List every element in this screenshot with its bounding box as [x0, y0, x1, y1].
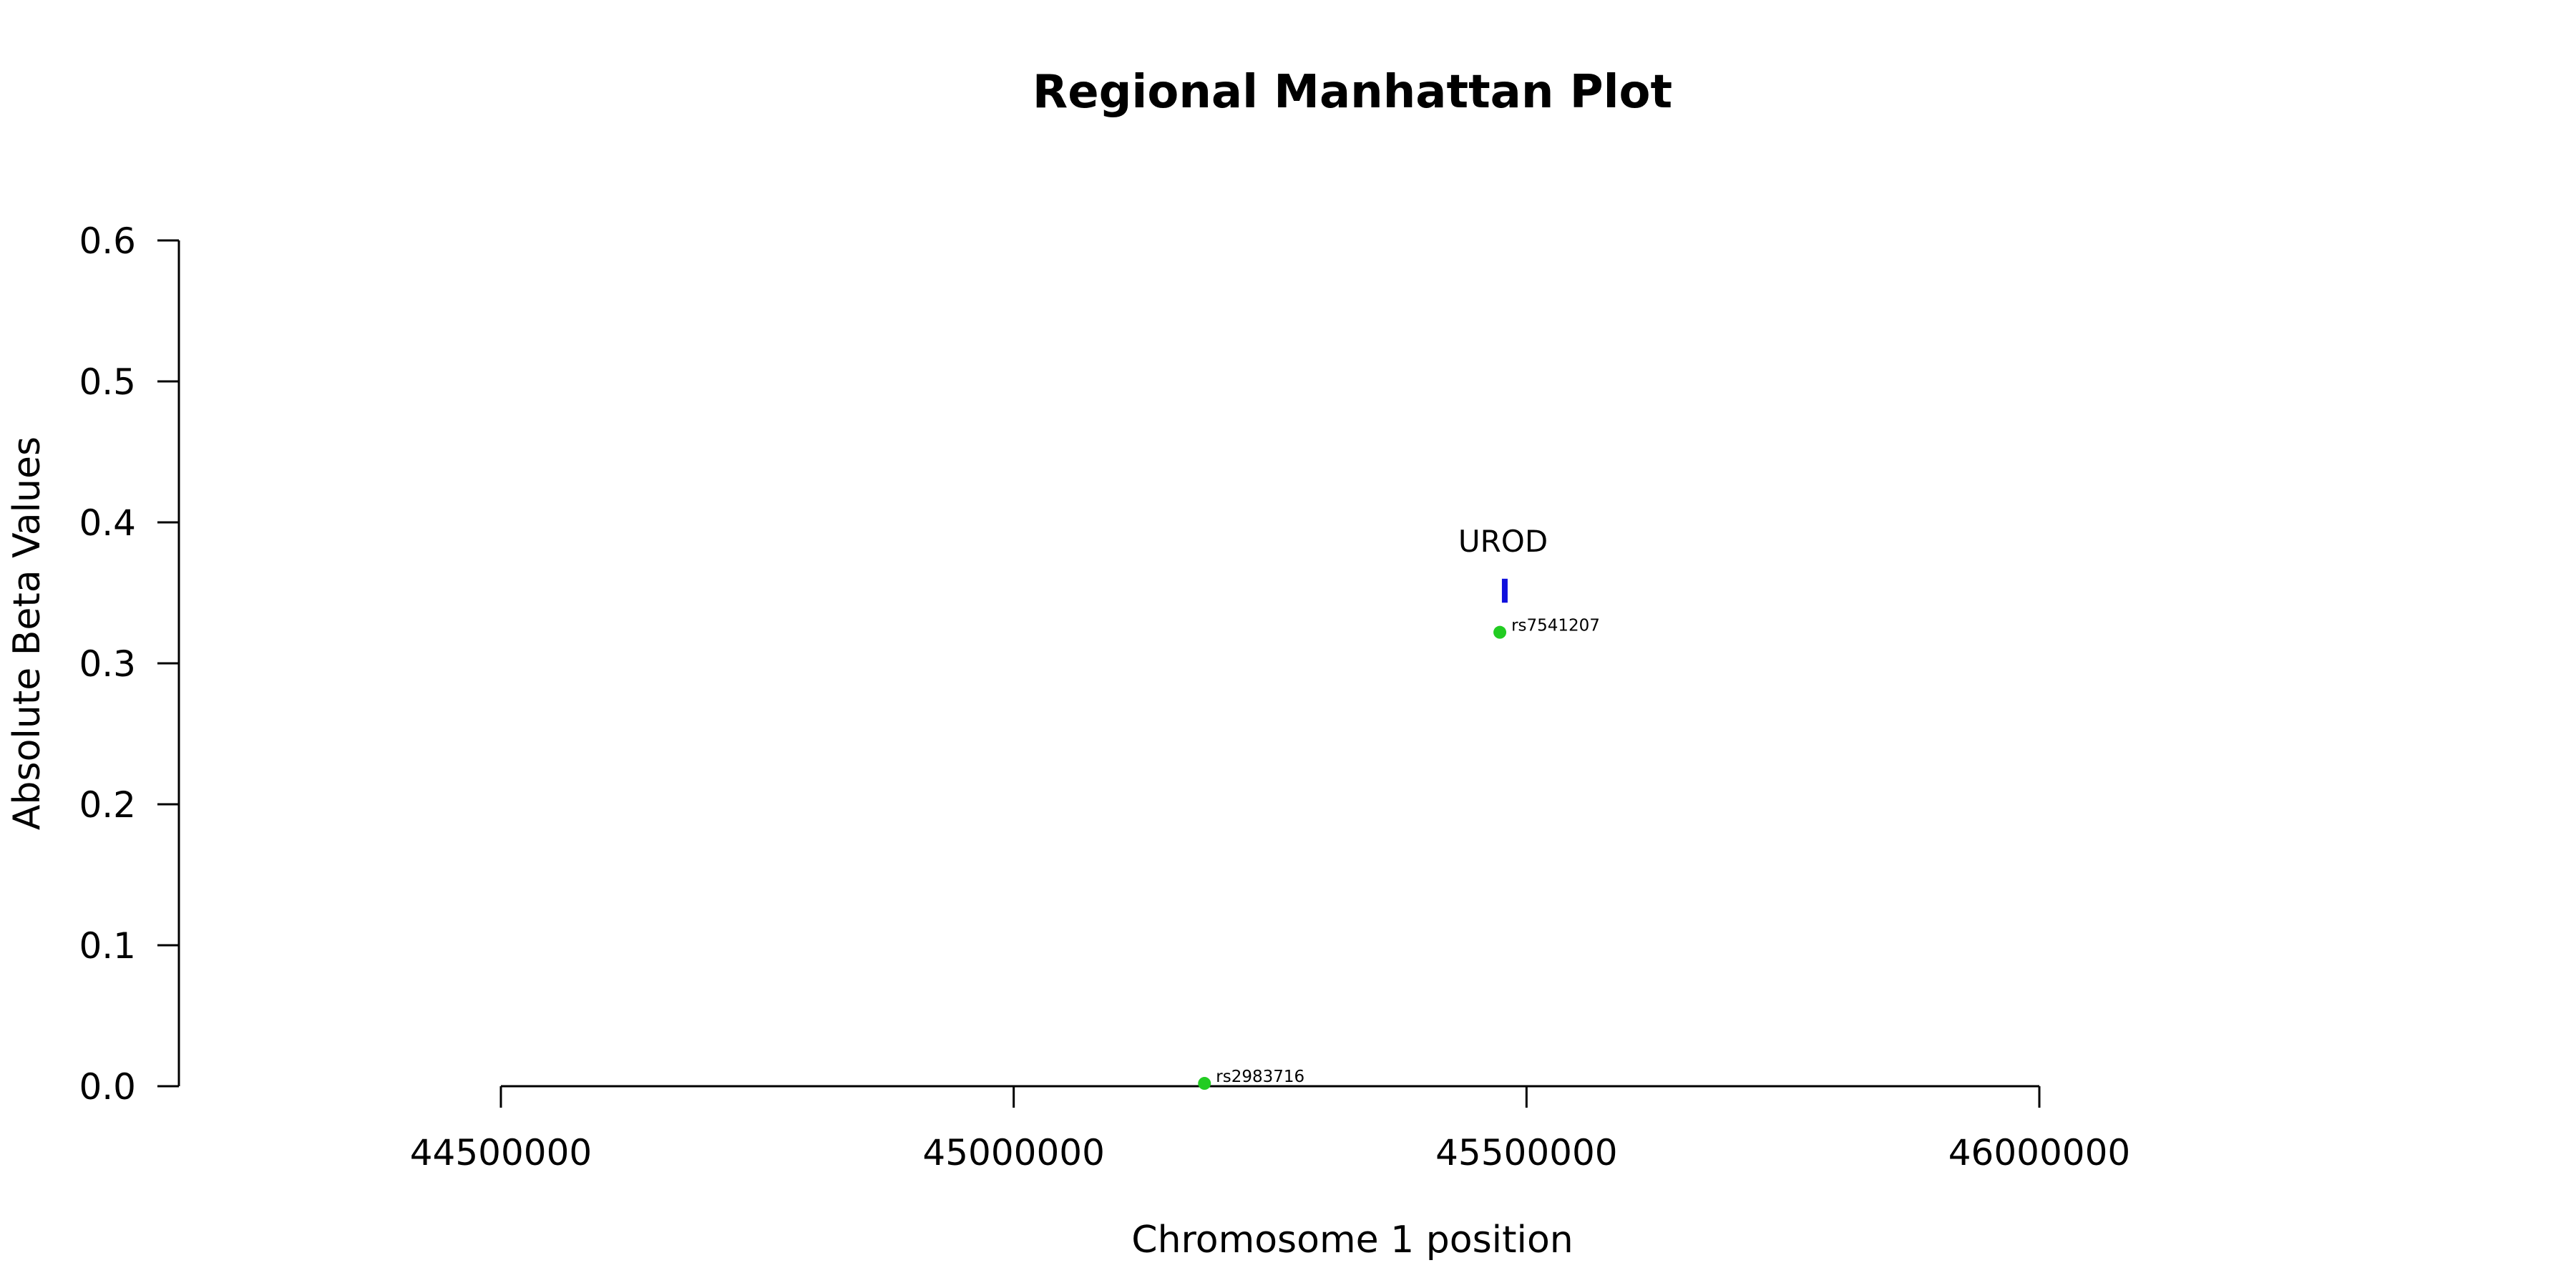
snp-label: rs7541207 — [1511, 617, 1600, 635]
y-tick-label: 0.0 — [79, 1066, 136, 1108]
y-tick-label: 0.2 — [79, 784, 136, 826]
gene-bar-urod — [1501, 578, 1508, 603]
x-tick-label: 45500000 — [1435, 1132, 1618, 1174]
gene-markers: UROD — [1458, 524, 1548, 603]
snp-point — [1493, 625, 1507, 639]
x-tick-label: 44500000 — [410, 1132, 592, 1174]
gene-label: UROD — [1458, 524, 1548, 559]
snp-point — [1198, 1077, 1211, 1091]
y-axis-ticks: 0.0 0.1 0.2 0.3 0.4 0.5 0.6 — [79, 220, 179, 1108]
y-tick-label: 0.3 — [79, 643, 136, 685]
x-axis-title: Chromosome 1 position — [1131, 1219, 1573, 1262]
x-tick-label: 46000000 — [1948, 1132, 2131, 1174]
y-tick-label: 0.4 — [79, 502, 136, 544]
y-axis-title: Absolute Beta Values — [6, 436, 49, 830]
snp-label: rs2983716 — [1216, 1068, 1304, 1086]
x-axis-ticks: 44500000 45000000 45500000 46000000 — [410, 1086, 2131, 1174]
y-tick-label: 0.1 — [79, 925, 136, 967]
chart-title: Regional Manhattan Plot — [1033, 66, 1672, 119]
snp-points: rs2983716 rs7541207 — [1198, 617, 1600, 1091]
y-tick-label: 0.6 — [79, 220, 136, 262]
x-tick-label: 45000000 — [922, 1132, 1105, 1174]
y-tick-label: 0.5 — [79, 361, 136, 403]
